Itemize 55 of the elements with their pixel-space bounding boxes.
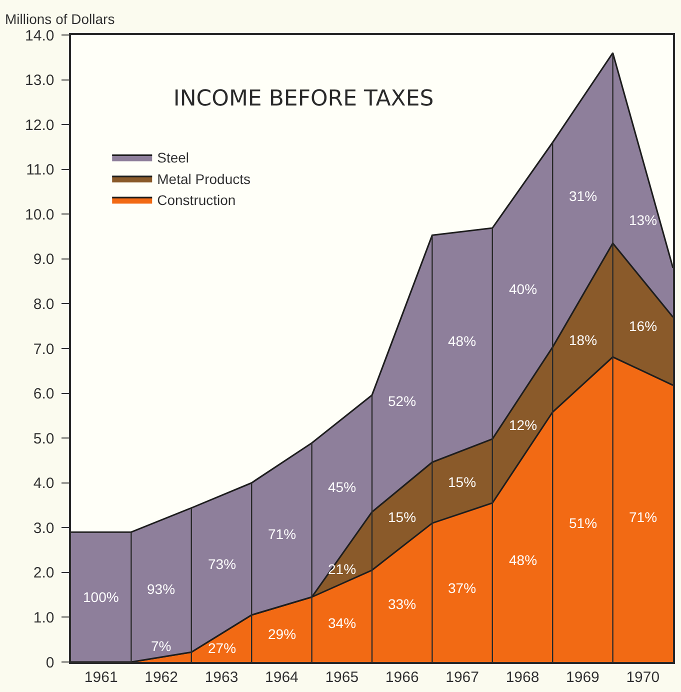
y-tick-label: 9.0 [33, 251, 54, 268]
y-tick-label: 12.0 [25, 116, 54, 134]
annotation: 15% [388, 509, 416, 525]
text: INCOME BEFORE TAXES [173, 86, 434, 112]
x-tick-label: 1968 [506, 668, 540, 686]
annotation: 71% [268, 526, 296, 542]
annotation: 15% [448, 474, 476, 490]
y-tick-label: 6.0 [33, 386, 54, 403]
y-tick-label: 8.0 [33, 296, 54, 313]
x-tick-label: 1970 [626, 668, 660, 686]
annotation: 34% [328, 615, 356, 631]
annotation: 16% [629, 318, 658, 334]
y-tick-label: 1.0 [33, 609, 54, 626]
annotation: 12% [509, 417, 538, 433]
x-tick-label: 1963 [204, 668, 238, 686]
annotation: 40% [509, 281, 538, 297]
annotation: 51% [569, 515, 598, 531]
x-tick-label: 1966 [385, 668, 419, 686]
y-tick-label: 5.0 [33, 430, 54, 448]
annotation: 100% [83, 589, 119, 605]
x-tick-label: 1962 [144, 668, 178, 686]
legend-label: Metal Products [157, 170, 250, 187]
y-tick-label: 2.0 [33, 564, 54, 582]
annotation: 93% [147, 581, 176, 597]
y-tick-label: 7.0 [33, 340, 54, 358]
x-tick-label: 1964 [265, 668, 298, 686]
annotation: 7% [151, 638, 172, 654]
y-axis-title: Millions of Dollars [5, 11, 115, 27]
annotation: 13% [629, 212, 658, 228]
y-tick-label: 4.0 [33, 475, 54, 492]
x-tick-label: 1965 [325, 668, 359, 686]
annotation: 37% [448, 580, 476, 596]
x-tick-label: 1961 [84, 668, 118, 686]
annotation: 48% [509, 552, 538, 568]
legend-label: Construction [157, 192, 236, 208]
annotation: 73% [208, 556, 236, 572]
annotation: 33% [388, 596, 416, 612]
legend-label: Steel [157, 150, 190, 166]
annotation: 48% [448, 333, 476, 349]
y-tick-label: 11.0 [26, 162, 54, 179]
y-tick-label: 13.0 [25, 72, 54, 90]
annotation: 29% [268, 626, 296, 642]
y-tick-label: 0 [46, 654, 54, 672]
annotation: 71% [629, 509, 658, 525]
annotation: 31% [569, 188, 598, 204]
annotation: 21% [328, 561, 356, 577]
annotation: 52% [388, 393, 416, 409]
x-tick-label: 1967 [446, 668, 479, 686]
y-tick-label: 3.0 [33, 520, 54, 537]
x-tick-label: 1969 [566, 668, 600, 686]
annotation: 45% [328, 479, 356, 495]
y-tick-label: 14.0 [25, 27, 54, 44]
annotation: 27% [208, 640, 236, 656]
annotation: 18% [569, 332, 598, 348]
y-tick-label: 10.0 [25, 206, 54, 224]
